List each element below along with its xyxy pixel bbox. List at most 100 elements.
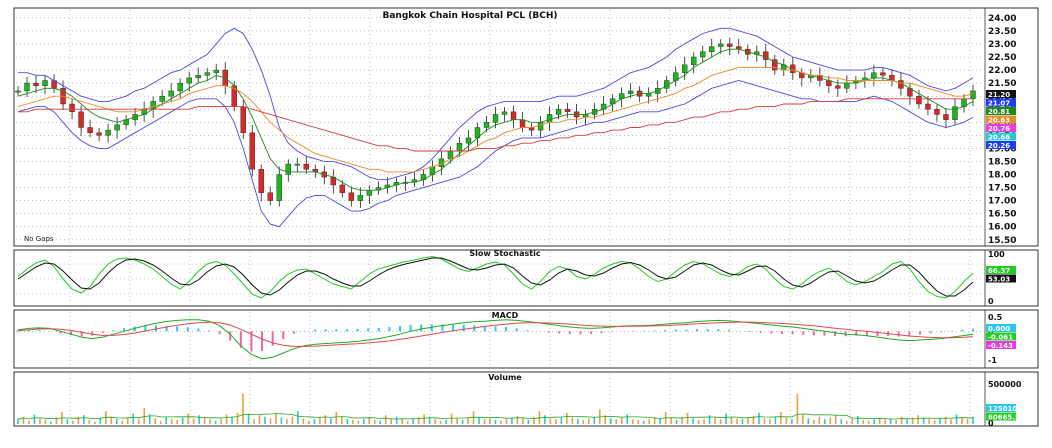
- stoch-line-%K: [17, 255, 974, 299]
- price-candle-body: [510, 111, 517, 120]
- price-candle-body: [168, 90, 174, 97]
- stoch-line-%D: [17, 257, 974, 297]
- price-candle-body: [366, 189, 373, 196]
- stoch-panel-frame: [13, 249, 1039, 307]
- price-candle-body: [880, 72, 886, 76]
- price-candle-body: [285, 163, 291, 175]
- macd-last-value-tag-text: 0.000: [988, 325, 1010, 333]
- price-candle-body: [96, 132, 102, 136]
- macd-title: MACD: [492, 311, 519, 320]
- price-candle-body: [465, 137, 472, 144]
- macd-line-signal: [17, 321, 974, 347]
- price-candle-body: [276, 174, 282, 201]
- macd-last-value-tag-bg: [986, 324, 1016, 332]
- macd-last-value-tag-bg: [986, 341, 1016, 349]
- price-last-value-tag-text: 21.20: [988, 91, 1010, 99]
- price-candle-body: [249, 132, 255, 170]
- price-candle-body: [24, 82, 30, 92]
- price-candle-body: [339, 184, 346, 193]
- stoch-last-value-tag-bg: [986, 274, 1016, 283]
- price-last-value-tag-text: 20.66: [988, 133, 1010, 141]
- price-candle-body: [42, 80, 48, 86]
- stoch-last-value-tag-text: 66.37: [988, 267, 1010, 275]
- price-last-value-tag-text: 21.07: [988, 99, 1010, 107]
- price-candle-body: [186, 77, 192, 84]
- price-candle-body: [456, 142, 463, 152]
- price-candle-body: [763, 51, 769, 60]
- price-tick-label: 24.00: [988, 14, 1016, 24]
- price-candle-body: [213, 69, 219, 73]
- stoch-last-value-tag-bg: [986, 266, 1016, 274]
- macd-tick-label: 0.5: [988, 313, 1003, 322]
- price-no-gaps-note: No Gaps: [24, 235, 54, 243]
- volume-last-value-tag-text: 60665.52: [988, 413, 1025, 421]
- price-candle-body: [15, 90, 21, 93]
- price-candle-body: [492, 114, 499, 123]
- price-candle-body: [195, 75, 201, 79]
- price-candle-body: [348, 192, 355, 201]
- price-line-ma-short: [17, 48, 974, 191]
- price-candle-body: [709, 46, 715, 52]
- price-tick-label: 17.00: [988, 197, 1016, 207]
- price-candle-body: [691, 56, 697, 66]
- price-line-ma-medium: [17, 66, 974, 173]
- macd-last-value-tag-text: -0.061: [988, 333, 1013, 341]
- price-line-lower-band: [17, 80, 974, 228]
- price-last-value-tag-bg: [986, 132, 1016, 141]
- price-line-upper-band: [18, 27, 974, 181]
- price-line-ma-long: [18, 98, 973, 152]
- price-candle-body: [727, 43, 733, 47]
- price-candle-body: [240, 106, 246, 133]
- price-last-value-tag-bg: [986, 115, 1016, 124]
- price-last-value-tag-text: 20.26: [988, 142, 1010, 150]
- price-candle-body: [483, 122, 490, 128]
- price-chart-title: Bangkok Chain Hospital PCL (BCH): [382, 11, 557, 21]
- stoch-tick-label: 0: [988, 297, 994, 306]
- price-candle-body: [844, 82, 850, 89]
- price-tick-label: 22.50: [988, 53, 1016, 63]
- price-candle-body: [925, 103, 931, 110]
- volume-panel-frame: [13, 371, 1039, 427]
- price-candle-body: [303, 163, 310, 170]
- price-candle-body: [78, 111, 84, 128]
- price-candle-body: [835, 85, 841, 89]
- price-candle-body: [934, 109, 940, 115]
- stoch-tick-label: 100: [988, 250, 1005, 259]
- price-candle-body: [105, 129, 111, 136]
- stoch-title: Slow Stochastic: [469, 249, 540, 258]
- price-candle-body: [258, 169, 264, 193]
- price-candle-body: [943, 114, 949, 120]
- volume-average-line: [17, 413, 974, 420]
- price-candle-body: [970, 90, 976, 99]
- price-candle-body: [204, 72, 210, 76]
- price-candle-body: [33, 82, 39, 86]
- price-candle-body: [447, 150, 454, 160]
- price-tick-label: 16.50: [988, 210, 1016, 220]
- volume-title: Volume: [488, 373, 522, 382]
- price-candle-body: [871, 72, 877, 79]
- price-candle-body: [952, 106, 958, 120]
- macd-last-value-tag-bg: [986, 332, 1016, 341]
- macd-line-macd: [17, 319, 974, 360]
- price-tick-label: 15.50: [988, 236, 1016, 246]
- price-last-value-tag-bg: [986, 98, 1016, 107]
- price-last-value-tag-bg: [986, 124, 1016, 132]
- price-last-value-tag-bg: [986, 107, 1016, 115]
- price-candle-body: [177, 82, 183, 92]
- price-candle-body: [69, 103, 75, 113]
- price-last-value-tag-bg: [986, 90, 1016, 98]
- price-last-value-tag-text: 20.63: [988, 116, 1010, 124]
- price-candle-body: [159, 95, 165, 102]
- price-tick-label: 18.00: [988, 171, 1016, 181]
- price-candle-body: [87, 127, 93, 133]
- volume-last-value-tag-bg: [986, 412, 1016, 421]
- macd-last-value-tag-text: -0.143: [988, 342, 1013, 350]
- price-candle-body: [916, 95, 922, 105]
- price-candle-body: [627, 90, 634, 94]
- price-candle-body: [501, 111, 508, 115]
- price-candle-body: [546, 114, 553, 123]
- price-candle-body: [564, 109, 571, 113]
